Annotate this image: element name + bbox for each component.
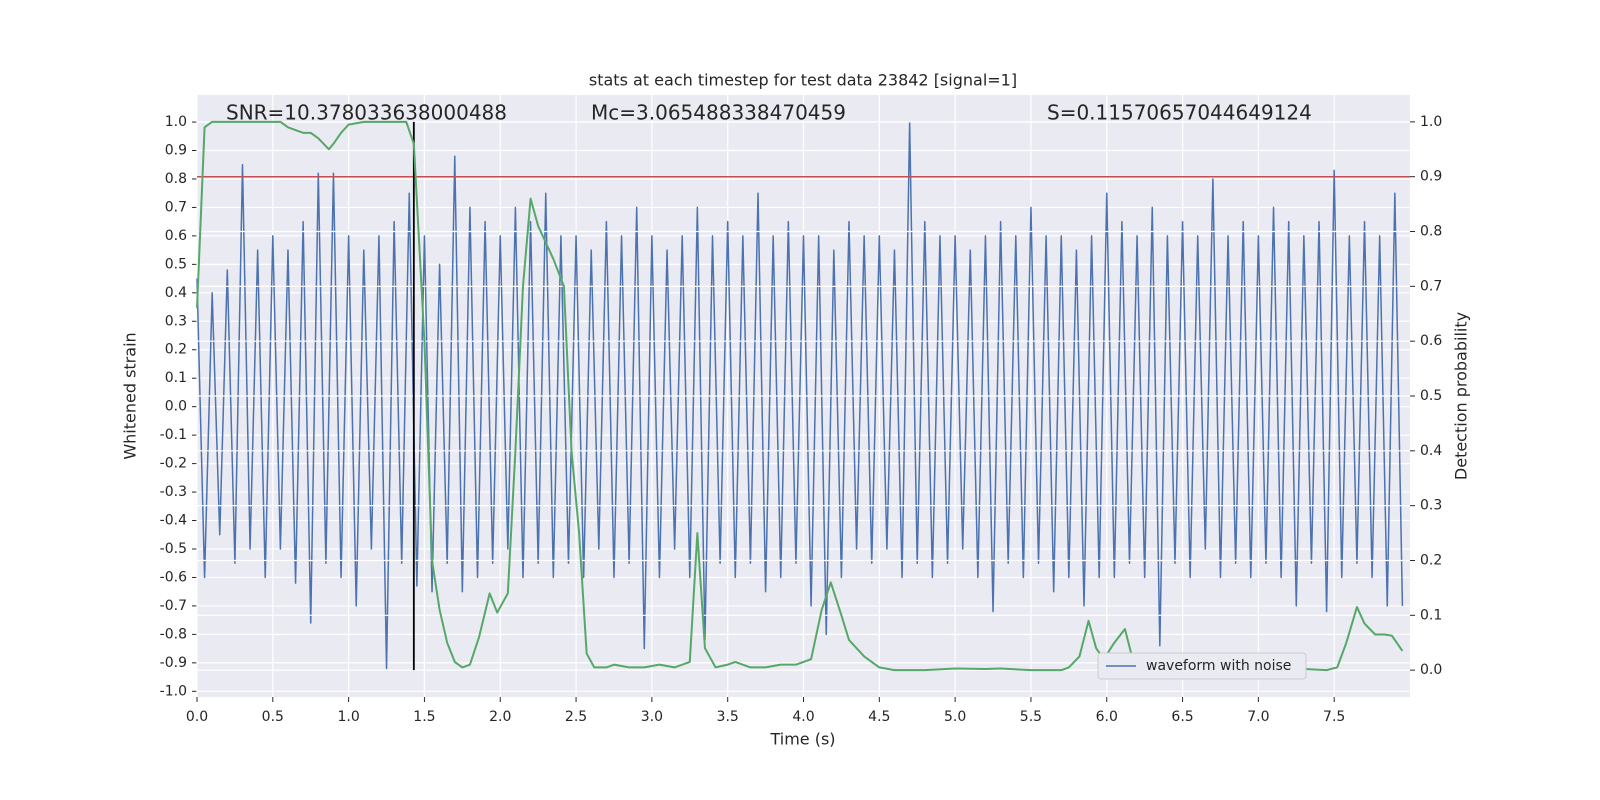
x-tick-label: 1.0 <box>337 709 359 725</box>
y-tick-label: 1.0 <box>165 114 187 130</box>
y-tick-label: -0.6 <box>160 569 187 585</box>
y2-tick-label: 0.7 <box>1420 278 1442 294</box>
x-tick-label: 3.5 <box>717 709 739 725</box>
x-tick-label: 6.0 <box>1096 709 1118 725</box>
x-tick-label: 4.5 <box>868 709 890 725</box>
x-tick-label: 0.5 <box>262 709 284 725</box>
y-tick-label: 0.5 <box>165 256 187 272</box>
x-tick-label: 5.5 <box>1020 709 1042 725</box>
x-tick-label: 7.5 <box>1323 709 1345 725</box>
y-tick-label: -0.5 <box>160 541 187 557</box>
y2-tick-label: 0.9 <box>1420 169 1442 185</box>
y2-tick-label: 1.0 <box>1420 114 1442 130</box>
x-tick-label: 6.5 <box>1171 709 1193 725</box>
chart-title: stats at each timestep for test data 238… <box>589 71 1017 90</box>
y-tick-label: -0.4 <box>160 513 187 529</box>
x-tick-label: 5.0 <box>944 709 966 725</box>
x-tick-label: 2.5 <box>565 709 587 725</box>
y-tick-label: 0.0 <box>165 399 187 415</box>
y-tick-label: 0.6 <box>165 228 187 244</box>
y2-tick-label: 0.6 <box>1420 333 1442 349</box>
y2-tick-label: 0.2 <box>1420 552 1442 568</box>
y2-tick-label: 0.4 <box>1420 443 1442 459</box>
y-tick-label: -0.9 <box>160 655 187 671</box>
x-tick-label: 7.0 <box>1247 709 1269 725</box>
y-tick-label: -0.8 <box>160 626 187 642</box>
x-tick-label: 1.5 <box>413 709 435 725</box>
y-tick-label: 0.4 <box>165 285 187 301</box>
legend-label: waveform with noise <box>1146 658 1291 674</box>
y-tick-label: 0.8 <box>165 171 187 187</box>
y-tick-label: -1.0 <box>160 683 187 699</box>
legend-box <box>1097 652 1307 680</box>
y-tick-label: -0.3 <box>160 484 187 500</box>
x-tick-label: 4.0 <box>792 709 814 725</box>
annotation: S=0.11570657044649124 <box>1047 101 1312 125</box>
x-tick-label: 2.0 <box>489 709 511 725</box>
annotation: Mc=3.065488338470459 <box>591 101 846 125</box>
y2-tick-label: 0.5 <box>1420 388 1442 404</box>
x-tick-label: 3.0 <box>641 709 663 725</box>
y-axis-label: Whitened strain <box>121 332 140 459</box>
x-tick-label: 0.0 <box>186 709 208 725</box>
y2-tick-label: 0.8 <box>1420 224 1442 240</box>
annotation: SNR=10.378033638000488 <box>226 101 507 125</box>
y-tick-label: -0.1 <box>160 427 187 443</box>
y-tick-label: 0.2 <box>165 342 187 358</box>
y2-tick-label: 0.0 <box>1420 662 1442 678</box>
x-axis-label: Time (s) <box>769 730 835 749</box>
y2-tick-label: 0.3 <box>1420 498 1442 514</box>
y2-tick-label: 0.1 <box>1420 607 1442 623</box>
y-tick-label: 0.3 <box>165 313 187 329</box>
y-tick-label: 0.1 <box>165 370 187 386</box>
y-tick-label: -0.7 <box>160 598 187 614</box>
series-line <box>196 120 1404 672</box>
y-tick-label: -0.2 <box>160 456 187 472</box>
series-line <box>196 121 1404 670</box>
y-tick-label: 0.7 <box>165 199 187 215</box>
y-tick-label: 0.9 <box>165 143 187 159</box>
y2-axis-label: Detection probability <box>1452 312 1471 480</box>
